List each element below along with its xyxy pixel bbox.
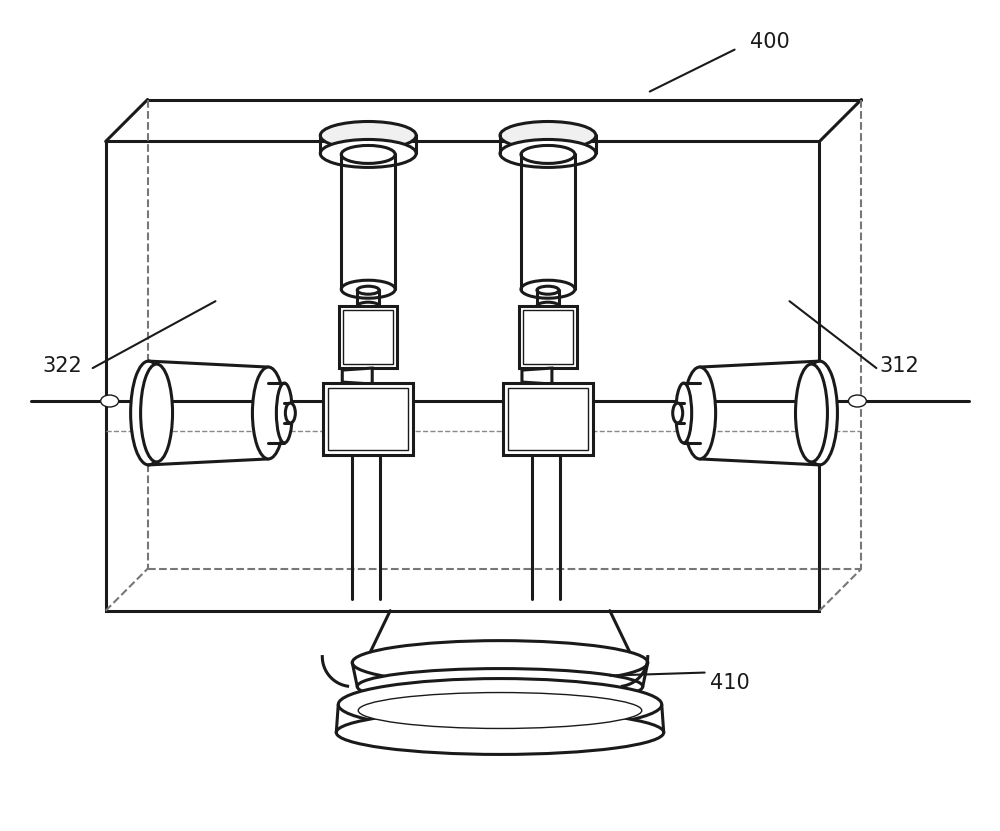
Bar [523,310,573,364]
Ellipse shape [357,286,379,294]
Bar [503,383,593,455]
Ellipse shape [848,395,866,407]
Bar [339,306,397,368]
Ellipse shape [684,367,716,459]
Ellipse shape [537,286,559,294]
Ellipse shape [141,364,173,462]
Polygon shape [342,368,372,384]
Ellipse shape [537,302,559,310]
Ellipse shape [801,361,837,465]
Ellipse shape [320,121,416,150]
Ellipse shape [357,669,643,705]
Ellipse shape [336,711,664,755]
Ellipse shape [101,395,119,407]
Ellipse shape [500,140,596,167]
Bar [508,388,588,450]
Ellipse shape [352,641,648,685]
Ellipse shape [357,302,379,310]
Text: 410: 410 [710,672,749,692]
Ellipse shape [320,140,416,167]
Ellipse shape [131,361,167,465]
Bar [323,383,413,455]
Ellipse shape [673,403,683,423]
Ellipse shape [341,280,395,298]
Bar [106,141,819,611]
Ellipse shape [285,403,295,423]
Ellipse shape [521,145,575,164]
Text: 400: 400 [750,32,789,52]
Text: 312: 312 [879,356,919,376]
Ellipse shape [252,367,284,459]
Ellipse shape [521,280,575,298]
Ellipse shape [358,692,642,729]
Bar [343,310,393,364]
Polygon shape [522,368,552,384]
Bar [519,306,577,368]
Text: 322: 322 [43,356,83,376]
Bar [328,388,408,450]
Ellipse shape [676,383,692,443]
Ellipse shape [276,383,292,443]
Ellipse shape [341,145,395,164]
Ellipse shape [338,679,662,730]
Ellipse shape [500,121,596,150]
Ellipse shape [796,364,827,462]
